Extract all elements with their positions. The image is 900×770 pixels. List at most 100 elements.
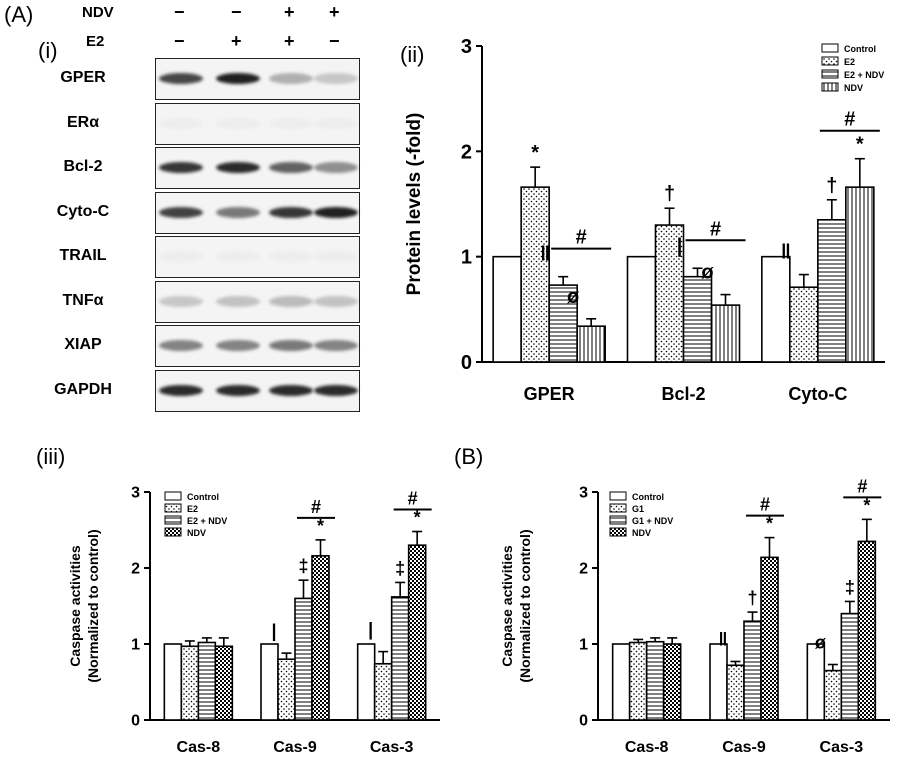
bar — [840, 612, 860, 721]
legend-label: G1 — [632, 504, 644, 514]
y-tick-label: 2 — [131, 561, 140, 578]
bar — [548, 284, 578, 363]
bar — [356, 643, 376, 721]
legend-label: NDV — [844, 83, 863, 93]
significance-mark: ‡ — [298, 556, 308, 576]
blot-band — [314, 206, 358, 218]
bar — [373, 662, 393, 721]
legend-swatch — [821, 43, 839, 53]
bar — [277, 658, 296, 721]
significance-mark: ‖ — [540, 244, 550, 266]
significance-mark: * — [414, 508, 421, 528]
bar — [214, 645, 234, 721]
bar — [576, 325, 606, 363]
blot-band — [269, 384, 313, 396]
panel-iii-label: (iii) — [36, 444, 66, 469]
legend-swatch — [164, 503, 182, 513]
bracket-mark: # — [408, 489, 418, 509]
x-category-label: Cas-9 — [722, 739, 766, 756]
bar — [845, 186, 875, 363]
blot-strip — [155, 280, 360, 323]
legend-swatch — [164, 491, 182, 501]
legend-swatch — [821, 56, 839, 66]
treatment-sign: − — [174, 2, 185, 22]
blot-band — [314, 295, 358, 307]
chart-iii-caspase: 0 1 2 3 Caspase activities (Normalized to con… — [67, 485, 440, 756]
treatment-sign: + — [231, 31, 242, 51]
chart-ii-protein-levels: 0 1 2 3 Protein levels (-fold) GPER Bcl-2 Cyto-… — [404, 36, 885, 404]
panel-b-label: (B) — [454, 444, 484, 469]
blot-strip — [155, 369, 360, 412]
blot-band — [159, 251, 203, 262]
blot-band — [216, 118, 260, 129]
significance-mark: † — [826, 175, 837, 197]
y-tick-label: 3 — [579, 485, 588, 502]
treatment-sign: + — [284, 2, 295, 22]
blot-band — [269, 251, 313, 262]
y-axis-label: Protein levels (-fold) — [404, 113, 425, 296]
bar — [726, 664, 745, 721]
legend-label: Control — [187, 492, 219, 502]
significance-mark: ø — [701, 262, 714, 284]
blot-band — [269, 295, 313, 307]
y-axis-label-2: (Normalized to control) — [517, 529, 533, 682]
bar — [710, 304, 741, 363]
blot-band — [216, 251, 260, 262]
blot-strip — [155, 58, 360, 100]
blot-band — [314, 340, 358, 351]
y-tick-label: 0 — [131, 713, 140, 730]
y-axis-label: Caspase activities — [499, 545, 515, 667]
blot-band — [159, 73, 203, 84]
bar — [823, 669, 843, 721]
bar — [761, 255, 791, 363]
chart-b-caspase: 0 1 2 3 Caspase activities (Normalized to con… — [499, 476, 890, 756]
blot-band — [159, 162, 203, 173]
blot-label: GPER — [60, 69, 106, 86]
blot-band — [269, 118, 313, 129]
legend-swatch — [609, 527, 627, 537]
treatment-e2-label: E2 — [86, 33, 105, 50]
y-axis-label-2: (Normalized to control) — [85, 529, 101, 682]
x-category-label: Cas-8 — [177, 739, 221, 756]
bar — [311, 555, 330, 721]
bar — [163, 643, 183, 721]
x-category-label: Cas-8 — [625, 739, 669, 756]
treatment-ndv-label: NDV — [82, 4, 114, 21]
legend-label: NDV — [632, 528, 651, 538]
treatment-sign: − — [329, 31, 340, 51]
legend-swatch — [821, 69, 839, 79]
y-tick-label: 2 — [461, 141, 472, 163]
legend-swatch — [164, 515, 182, 525]
blot-band — [314, 384, 358, 396]
blot-strip — [155, 102, 360, 145]
blot-band — [216, 340, 260, 351]
bar — [260, 643, 279, 721]
significance-mark: | — [677, 235, 683, 257]
blot-strip — [155, 236, 360, 278]
significance-mark: ‖ — [719, 629, 728, 649]
bracket-mark: # — [311, 497, 321, 517]
bar — [390, 596, 410, 721]
panel-a-sub-i: (i) — [38, 38, 58, 63]
treatment-sign: + — [284, 31, 295, 51]
x-category-label: Cas-9 — [273, 739, 317, 756]
bar — [857, 540, 877, 721]
blot-band — [269, 73, 313, 84]
bar — [682, 275, 713, 363]
blot-band — [159, 340, 203, 351]
y-tick-label: 3 — [461, 36, 472, 58]
blot-band — [269, 206, 313, 218]
bar — [628, 641, 648, 721]
y-tick-label: 1 — [131, 637, 140, 654]
significance-mark: | — [368, 620, 373, 640]
x-category-label: Bcl-2 — [661, 384, 705, 404]
legend-swatch — [164, 527, 182, 537]
blot-band — [216, 384, 260, 396]
blot-band — [269, 162, 313, 173]
bracket-mark: # — [844, 109, 855, 131]
bar — [645, 640, 665, 721]
bar — [709, 643, 728, 721]
blot-strip — [155, 191, 360, 234]
y-tick-label: 3 — [131, 485, 140, 502]
significance-mark: * — [766, 514, 773, 534]
